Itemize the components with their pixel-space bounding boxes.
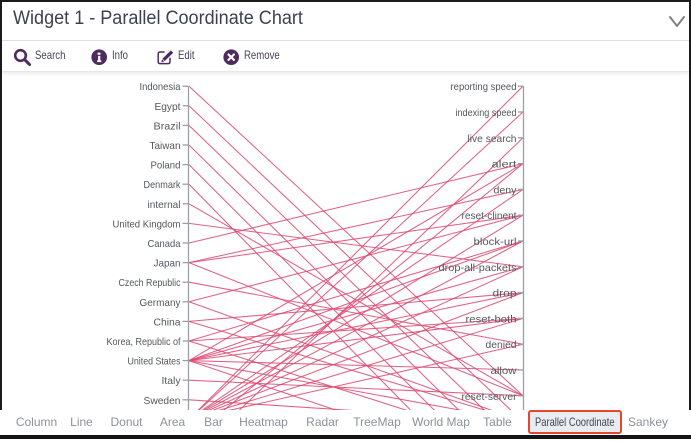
svg-text:China: China (154, 316, 181, 328)
svg-text:block-url: block-url (474, 236, 517, 248)
svg-text:live search: live search (468, 133, 517, 145)
svg-text:reporting speed: reporting speed (451, 81, 517, 93)
svg-text:internal: internal (148, 199, 181, 211)
svg-text:Indonesia: Indonesia (140, 81, 181, 93)
svg-text:Taiwan: Taiwan (150, 140, 181, 152)
svg-text:alert: alert (492, 159, 517, 171)
svg-text:indexing speed: indexing speed (456, 107, 517, 119)
svg-text:allow: allow (491, 365, 517, 377)
svg-text:Poland: Poland (151, 160, 181, 172)
svg-text:Czech Republic: Czech Republic (119, 277, 181, 289)
svg-text:reset-both: reset-both (466, 313, 517, 325)
svg-text:drop-all-packets: drop-all-packets (439, 262, 517, 274)
svg-text:Denmark: Denmark (144, 179, 182, 191)
svg-text:denied: denied (486, 339, 517, 351)
svg-text:United Kingdom: United Kingdom (113, 218, 181, 230)
svg-text:Brazil: Brazil (154, 120, 181, 132)
svg-text:deny: deny (494, 184, 518, 196)
svg-text:drop: drop (493, 288, 517, 300)
svg-text:Egypt: Egypt (155, 101, 181, 113)
svg-text:Korea, Republic of: Korea, Republic of (107, 336, 181, 348)
svg-text:reset-clinent: reset-clinent (462, 210, 517, 222)
svg-text:Germany: Germany (140, 297, 182, 309)
svg-text:Sweden: Sweden (144, 395, 181, 407)
svg-text:Canada: Canada (148, 238, 181, 250)
svg-text:Italy: Italy (162, 375, 182, 387)
svg-text:reset-server: reset-server (462, 391, 517, 403)
svg-text:Japan: Japan (154, 258, 181, 270)
svg-text:United States: United States (128, 356, 181, 368)
